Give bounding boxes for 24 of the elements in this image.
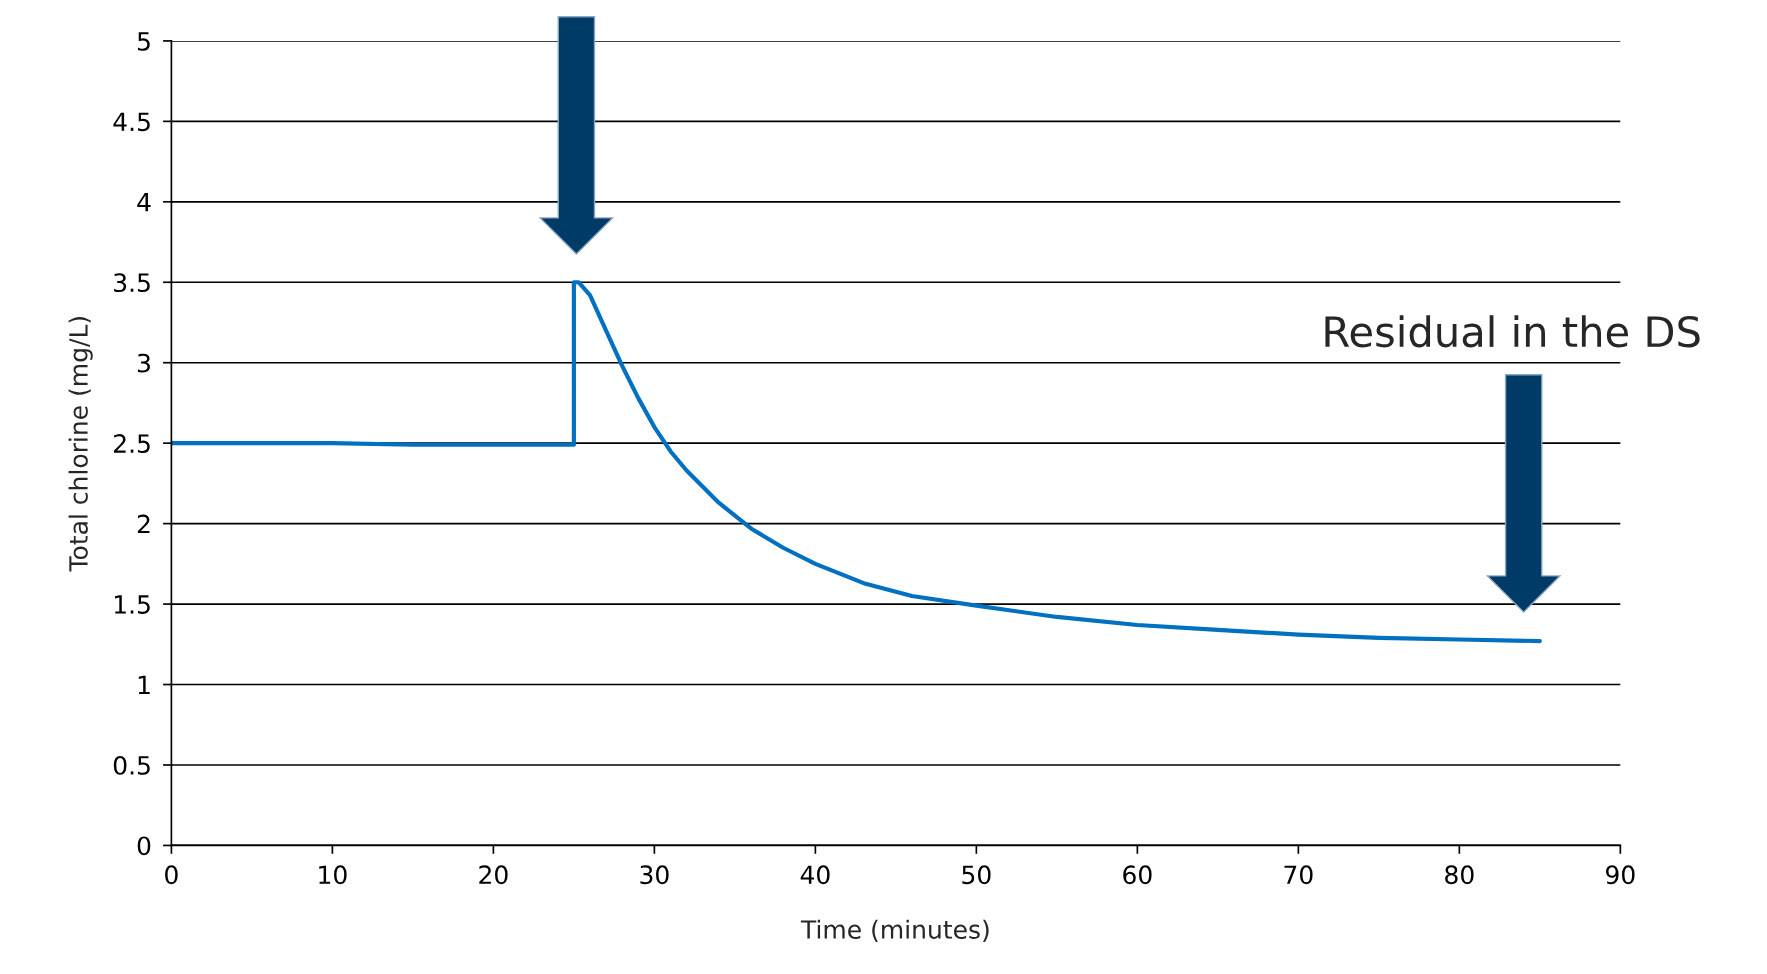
y-tick-label: 4.5 [113,112,150,132]
x-tick-label: 80 [1445,865,1474,885]
y-tick-label: 3 [137,353,150,373]
y-tick-label: 5 [137,32,150,51]
x-tick-label: 50 [962,865,991,885]
x-tick-label: 10 [319,865,347,885]
y-tick-label: 1.5 [114,595,150,614]
x-tick-label: 90 [1606,865,1635,885]
y-tick-label: 0 [137,836,151,856]
x-tick-label: 40 [800,865,830,885]
y-axis-title: Total chlorine (mg/L) [68,317,93,572]
x-tick-label: 60 [1123,865,1152,885]
y-tick-label: 0.5 [113,755,150,775]
y-tick-label: 2.5 [114,434,150,454]
x-tick-label: 0 [165,865,178,885]
y-tick-label: 2 [137,514,150,534]
y-tick-label: 1 [138,675,150,695]
x-axis-title: Time (minutes) [800,919,989,942]
annotation: Residual in the DS [1325,315,1700,348]
x-tick-label: 30 [640,865,669,885]
x-tick-label: 20 [479,865,508,885]
y-tick-label: 3.5 [114,273,150,293]
y-tick-label: 4 [137,193,151,212]
x-tick-label: 70 [1284,865,1313,885]
